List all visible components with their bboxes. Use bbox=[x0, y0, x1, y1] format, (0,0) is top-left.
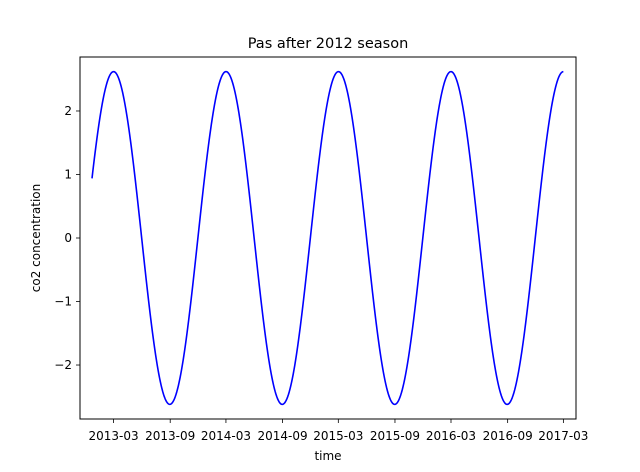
series-line bbox=[91, 70, 564, 406]
plot-area bbox=[80, 57, 576, 419]
chart-title: Pas after 2012 season bbox=[248, 36, 409, 52]
x-tick-label: 2015-03 bbox=[313, 429, 363, 443]
y-tick-label: 0 bbox=[64, 231, 72, 245]
x-tick-label: 2014-09 bbox=[258, 429, 308, 443]
x-tick-label: 2017-03 bbox=[538, 429, 588, 443]
series-group bbox=[91, 70, 564, 406]
y-tick-label: 1 bbox=[64, 167, 72, 181]
x-tick-label: 2014-03 bbox=[201, 429, 251, 443]
x-tick-label: 2016-09 bbox=[483, 429, 533, 443]
x-axis-label: time bbox=[314, 449, 341, 463]
x-tick-label: 2013-09 bbox=[145, 429, 195, 443]
y-tick-label: −2 bbox=[54, 358, 72, 372]
x-tick-label: 2013-03 bbox=[88, 429, 138, 443]
x-axis-ticks: 2013-03 2013-09 2014-03 2014-09 2015-03 2015-… bbox=[88, 419, 588, 443]
y-tick-label: 2 bbox=[64, 104, 72, 118]
x-tick-label: 2015-09 bbox=[370, 429, 420, 443]
y-axis-label: co2 concentration bbox=[29, 184, 43, 293]
y-tick-label: −1 bbox=[54, 295, 72, 309]
x-tick-label: 2016-03 bbox=[426, 429, 476, 443]
y-axis-ticks: −2 −1 0 1 2 bbox=[54, 104, 80, 372]
